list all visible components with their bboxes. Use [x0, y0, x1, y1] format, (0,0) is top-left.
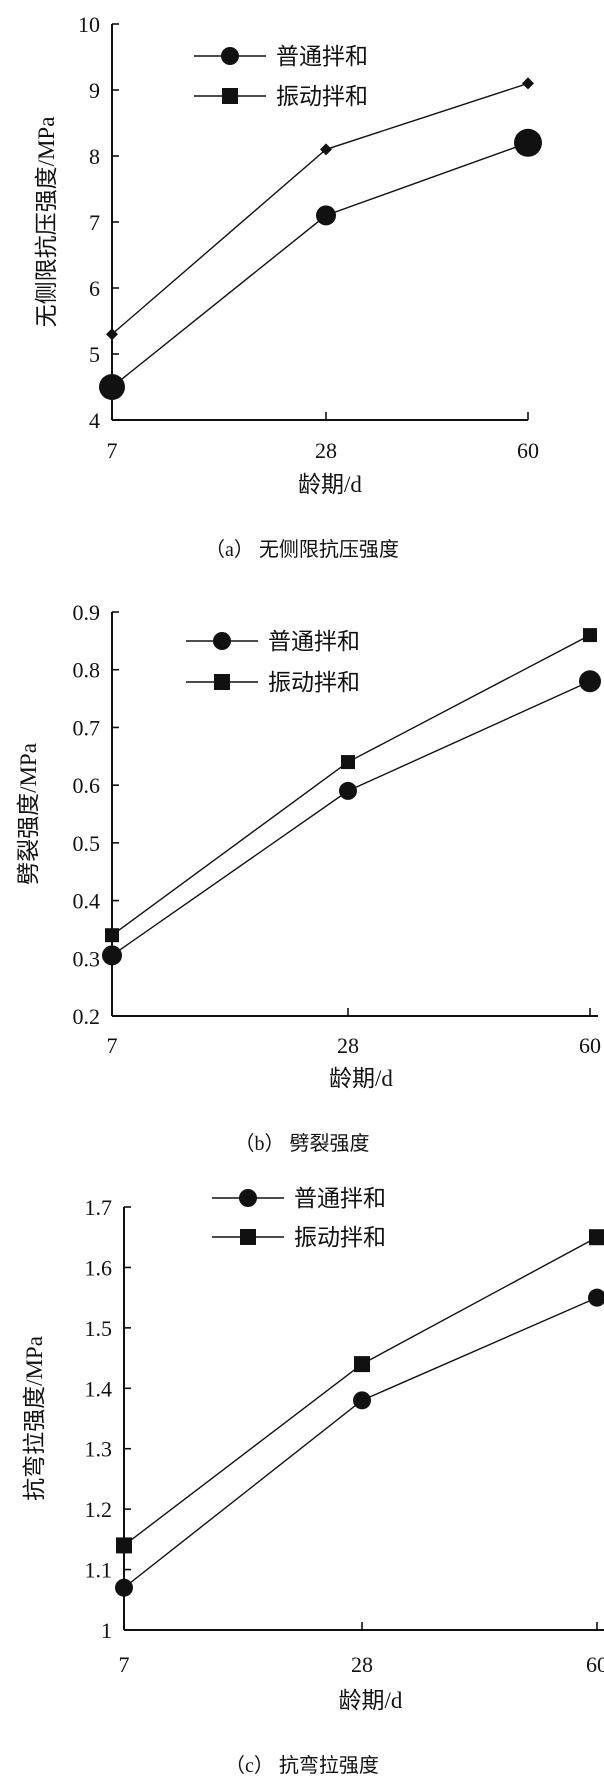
- y-tick-label: 1: [101, 1618, 112, 1643]
- y-tick-label: 1.5: [85, 1316, 113, 1341]
- data-point-diamond: [320, 143, 332, 156]
- series-line-1: [123, 1297, 598, 1589]
- data-point-square: [341, 755, 355, 770]
- y-tick-label: 0.7: [73, 715, 101, 740]
- x-tick-label: 28: [315, 438, 337, 463]
- y-axis-title: 劈裂强度/MPa: [16, 743, 41, 885]
- y-tick-label: 8: [89, 144, 100, 169]
- x-axis-title: 龄期/d: [339, 1688, 403, 1713]
- y-tick-label: 1.1: [85, 1558, 113, 1583]
- chart-panel-3: 1 1.1 1.2 1.3 1.4 1.5 1.6 1.7 7 28 60 龄期/d 抗弯拉强度/MPa…: [22, 1186, 604, 1777]
- x-tick-label: 60: [586, 1652, 604, 1677]
- x-axis-title: 龄期/d: [329, 1066, 393, 1091]
- y-tick-label: 0.4: [73, 889, 101, 914]
- data-point-square: [354, 1356, 370, 1373]
- legend-label: 普通拌和: [268, 629, 360, 654]
- series-line-1: [111, 680, 591, 956]
- data-point-square: [105, 928, 119, 943]
- legend-marker-circle: [213, 632, 231, 650]
- data-point-square: [583, 628, 597, 643]
- y-tick-label: 0.2: [73, 1004, 101, 1029]
- legend-label: 普通拌和: [276, 44, 368, 69]
- data-point-circle: [514, 128, 542, 157]
- data-point-circle: [339, 781, 357, 800]
- x-tick-label: 7: [107, 1033, 118, 1058]
- y-tick-label: 7: [89, 210, 100, 235]
- x-tick-label: 60: [517, 438, 539, 463]
- data-point-square: [116, 1537, 132, 1554]
- y-tick-label: 10: [78, 12, 100, 37]
- y-tick-label: 1.7: [85, 1195, 113, 1220]
- legend-marker-circle: [221, 47, 239, 65]
- y-tick-label: 0.3: [73, 946, 101, 971]
- legend-label: 振动拌和: [276, 84, 368, 109]
- y-tick-label: 0.8: [73, 658, 101, 683]
- y-tick-label: 0.9: [73, 600, 101, 625]
- series-line-1: [111, 142, 529, 388]
- data-point-circle: [115, 1578, 133, 1597]
- data-point-diamond: [522, 77, 534, 90]
- legend-marker-circle: [239, 1189, 257, 1207]
- x-axis-title: 龄期/d: [298, 472, 362, 497]
- figure-caption: （b） 劈裂强度: [235, 1132, 370, 1155]
- y-tick-label: 9: [89, 78, 100, 103]
- y-axis-title: 抗弯拉强度/MPa: [22, 1336, 47, 1501]
- x-tick-label: 7: [107, 438, 118, 463]
- y-tick-label: 1.6: [85, 1255, 113, 1280]
- data-point-circle: [579, 670, 601, 693]
- legend-marker-square: [222, 88, 238, 104]
- chart-panel-2: 0.2 0.3 0.4 0.5 0.6 0.7 0.8 0.9 7 28 60 龄期/d 劈裂强度/MP…: [16, 600, 601, 1155]
- data-point-circle: [102, 945, 122, 966]
- x-tick-label: 7: [119, 1652, 130, 1677]
- y-tick-label: 1.4: [85, 1376, 113, 1401]
- data-point-square: [589, 1229, 604, 1246]
- y-tick-label: 0.6: [73, 773, 101, 798]
- legend-label: 振动拌和: [294, 1225, 386, 1250]
- y-tick-label: 5: [89, 342, 100, 367]
- y-tick-label: 4: [89, 408, 100, 433]
- data-point-circle: [316, 205, 336, 226]
- data-point-diamond: [106, 328, 118, 341]
- legend-label: 普通拌和: [294, 1186, 386, 1211]
- data-point-circle: [353, 1391, 371, 1410]
- y-tick-label: 6: [89, 276, 100, 301]
- figure-caption: （a） 无侧限抗压强度: [205, 538, 399, 561]
- x-tick-label: 28: [351, 1652, 373, 1677]
- y-tick-label: 0.5: [73, 831, 101, 856]
- legend-marker-square: [214, 674, 230, 690]
- x-tick-label: 60: [579, 1033, 601, 1058]
- y-tick-label: 1.2: [85, 1497, 113, 1522]
- data-point-circle: [99, 374, 125, 400]
- series-line-2: [123, 1236, 598, 1546]
- data-point-circle: [588, 1288, 604, 1307]
- y-tick-label: 1.3: [85, 1437, 113, 1462]
- y-axis-title: 无侧限抗压强度/MPa: [34, 117, 59, 328]
- legend-label: 振动拌和: [268, 670, 360, 695]
- x-tick-label: 28: [337, 1033, 359, 1058]
- legend-marker-square: [240, 1229, 256, 1245]
- figure-caption: （c） 抗弯拉强度: [225, 1754, 379, 1777]
